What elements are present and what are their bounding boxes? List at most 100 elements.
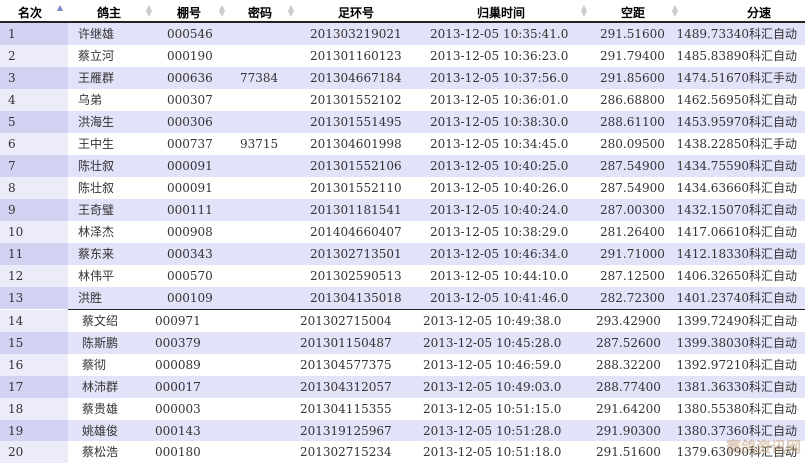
cell-speed: 1406.32650科汇自动 (676, 265, 797, 287)
speed-value: 1434.63660 (676, 181, 749, 195)
table-row[interactable]: 5 洪海生 000306 201301551495 2013-12-05 10:38:3… (0, 111, 805, 133)
col-header-owner[interactable]: 鸽主 (97, 6, 122, 20)
cell-loft: 000343 (167, 247, 213, 261)
col-header-speed[interactable]: 分速 (747, 6, 772, 20)
cell-rank: 15 (0, 331, 68, 354)
sort-icon[interactable]: ▲ ▼ (580, 3, 588, 18)
cell-speed: 1474.51670科汇手动 (676, 67, 797, 89)
cell-ring: 201302713501 (310, 247, 402, 261)
cell-speed: 1485.83890科汇自动 (676, 45, 797, 67)
table-row[interactable]: 13 洪胜 000109 201304135018 2013-12-05 10:41:4… (0, 287, 805, 309)
speed-source: 科汇自动 (748, 269, 797, 283)
table-row[interactable]: 8 陈壮叙 000091 201301552110 2013-12-05 10:40:2… (0, 177, 805, 199)
cell-distance: 280.09500 (600, 137, 665, 151)
cell-distance: 291.64200 (596, 401, 661, 416)
cell-owner: 洪胜 (78, 291, 103, 305)
speed-value: 1453.95970 (676, 115, 749, 129)
cell-rank: 11 (0, 243, 68, 265)
speed-value: 1399.72490 (676, 314, 749, 328)
table-row[interactable]: 7 陈壮叙 000091 201301552106 2013-12-05 10:40:2… (0, 155, 805, 177)
cell-ring: 201319125967 (300, 423, 392, 438)
cell-distance: 288.32200 (596, 357, 661, 372)
speed-source: 科汇自动 (748, 225, 797, 239)
table-row[interactable]: 15 陈斯鹏 000379 201301150487 2013-12-05 10:45:… (0, 331, 805, 354)
table-row[interactable]: 20 蔡松浩 000180 201302715234 2013-12-05 10:51:… (0, 441, 805, 463)
table-row[interactable]: 3 王雁群 000636 77384 201304667184 2013-12-05 10… (0, 67, 805, 89)
cell-ring: 201304135018 (310, 291, 402, 305)
speed-source: 科汇自动 (748, 335, 797, 350)
table-row[interactable]: 1 许继雄 000546 201303219021 2013-12-05 10:35:4… (0, 23, 805, 45)
cell-distance: 281.26400 (600, 225, 665, 239)
sort-asc-icon[interactable]: ▲ (56, 3, 64, 12)
cell-ring: 201301552110 (310, 181, 402, 195)
col-header-rank[interactable]: 名次 (18, 6, 43, 20)
cell-owner: 林泽杰 (78, 225, 115, 239)
cell-rank: 7 (0, 155, 68, 177)
cell-speed: 1434.75590科汇自动 (676, 155, 797, 177)
cell-rank: 4 (0, 89, 68, 111)
cell-distance: 293.42900 (596, 314, 661, 328)
cell-speed: 1434.63660科汇自动 (676, 177, 797, 199)
table-row[interactable]: 19 姚雄俊 000143 201319125967 2013-12-05 10:51:… (0, 419, 805, 442)
cell-speed: 1381.36330科汇自动 (676, 376, 797, 398)
speed-value: 1417.06610 (676, 225, 749, 239)
speed-value: 1392.97210 (676, 357, 749, 372)
col-header-loft[interactable]: 棚号 (177, 6, 202, 20)
cell-time: 2013-12-05 10:51:28.0 (423, 423, 562, 438)
cell-ring: 201304115355 (300, 401, 392, 416)
cell-time: 2013-12-05 10:46:34.0 (430, 247, 569, 261)
col-header-password[interactable]: 密码 (248, 6, 273, 20)
table-row[interactable]: 16 蔡彻 000089 201304577375 2013-12-05 10:46:5… (0, 353, 805, 376)
speed-source: 科汇自动 (748, 203, 797, 217)
table-row[interactable]: 6 王中生 000737 93715 201304601998 2013-12-05 10… (0, 133, 805, 155)
col-header-ring[interactable]: 足环号 (338, 6, 375, 20)
cell-loft: 000017 (155, 379, 201, 394)
speed-source: 科汇自动 (748, 49, 797, 63)
cell-loft: 000379 (155, 335, 201, 350)
cell-loft: 000737 (167, 137, 213, 151)
cell-loft: 000908 (167, 225, 213, 239)
cell-owner: 林伟平 (78, 269, 115, 283)
speed-value: 1489.73340 (676, 27, 749, 41)
table-row[interactable]: 11 蔡东来 000343 201302713501 2013-12-05 10:46:… (0, 243, 805, 265)
cell-speed: 1432.15070科汇自动 (676, 199, 797, 221)
sort-icon[interactable]: ▲ ▼ (218, 3, 226, 18)
sort-icon[interactable]: ▲ ▼ (671, 3, 679, 18)
table-row[interactable]: 10 林泽杰 000908 201404660407 2013-12-05 10:38:… (0, 221, 805, 243)
cell-rank: 1 (0, 23, 68, 45)
col-header-time[interactable]: 归巢时间 (477, 6, 526, 20)
sort-icon[interactable]: ▲ ▼ (145, 3, 153, 18)
cell-speed: 1380.37360科汇自动 (676, 420, 797, 442)
cell-owner: 洪海生 (78, 115, 115, 129)
col-header-distance[interactable]: 空距 (621, 6, 646, 20)
table-row[interactable]: 18 蔡贵雄 000003 201304115355 2013-12-05 10:51:… (0, 397, 805, 420)
table-row[interactable]: 14 蔡文绍 000971 201302715004 2013-12-05 10:49:… (0, 310, 805, 332)
cell-distance: 288.77400 (596, 379, 661, 394)
cell-owner: 蔡立河 (78, 49, 115, 63)
cell-speed: 1392.97210科汇自动 (676, 354, 797, 376)
table-row[interactable]: 12 林伟平 000570 201302590513 2013-12-05 10:44:… (0, 265, 805, 287)
cell-distance: 287.54900 (600, 159, 665, 173)
cell-ring: 201304312057 (300, 379, 392, 394)
table-header: 名次 ▲ 鸽主 ▲ ▼ 棚号 ▲ ▼ 密码 ▲ ▼ 足环号 归巢时间 ▲ ▼ 空距 ▲ ▼… (0, 0, 805, 23)
sort-icon[interactable]: ▲ ▼ (287, 3, 295, 18)
speed-value: 1380.55380 (676, 401, 749, 416)
speed-value: 1406.32650 (676, 269, 749, 283)
speed-value: 1432.15070 (676, 203, 749, 217)
cell-ring: 201301181541 (310, 203, 402, 217)
cell-distance: 291.85600 (600, 71, 665, 85)
speed-value: 1381.36330 (676, 379, 749, 394)
table-row[interactable]: 4 乌弟 000307 201301552102 2013-12-05 10:36:01… (0, 89, 805, 111)
cell-password: 93715 (240, 137, 279, 151)
cell-ring: 201301552102 (310, 93, 402, 107)
table-row[interactable]: 2 蔡立河 000190 201301160123 2013-12-05 10:36:2… (0, 45, 805, 67)
cell-loft: 000190 (167, 49, 213, 63)
cell-speed: 1380.55380科汇自动 (676, 398, 797, 420)
table-row[interactable]: 17 林沛群 000017 201304312057 2013-12-05 10:49:… (0, 375, 805, 398)
table-row[interactable]: 9 王奇璧 000111 201301181541 2013-12-05 10:40:2… (0, 199, 805, 221)
cell-owner: 乌弟 (78, 93, 103, 107)
cell-ring: 201301160123 (310, 49, 402, 63)
speed-source: 科汇自动 (748, 159, 797, 173)
cell-owner: 蔡东来 (78, 247, 115, 261)
cell-distance: 287.00300 (600, 203, 665, 217)
